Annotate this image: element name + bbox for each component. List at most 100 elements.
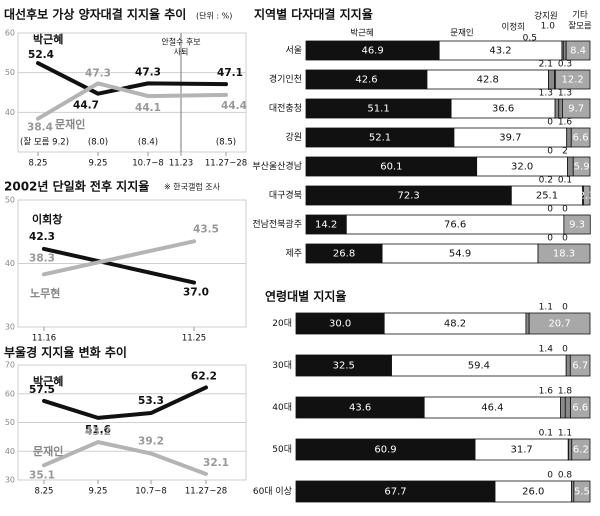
bar-segment [526,313,529,334]
x-tick-label: 10.7~8 [135,487,166,497]
bar-value-label: 2.3 [579,191,595,202]
bar-segment [561,397,566,418]
bar-value-label: 42.6 [355,75,377,86]
bar-segment [566,355,570,376]
x-tick-label: 11.27~28 [185,487,227,497]
small-value: 0.2 [539,176,553,186]
legend-label: 문재인 [450,28,473,39]
bar-value-label: 54.9 [449,249,471,260]
bar-segment [565,397,570,418]
small-value: 1.0 [541,22,556,32]
y-tick-label: 30 [5,323,15,332]
bar-value-label: 6.6 [573,133,589,144]
data-label: 39.2 [138,436,164,448]
y-tick-label: 50 [5,196,15,205]
divider-note: 사퇴 [174,48,189,57]
x-tick-label: 10.7~8 [132,159,163,169]
small-value: 0 [547,234,553,244]
bar-value-label: 60.1 [380,162,402,173]
small-value: 2.1 [539,60,553,70]
bar-value-label: 9.3 [569,220,585,231]
y-tick-label: 40 [5,108,15,117]
bar-value-label: 42.8 [477,75,499,86]
bar-segment [569,439,572,460]
y-tick-label: 70 [5,361,15,370]
small-value: 0 [547,147,553,157]
small-value: 0 [562,303,568,313]
undecided-label: (잘 모름 9.2) [20,137,69,148]
x-tick-label: 8.25 [29,159,48,169]
category-label: 50대 [272,444,292,455]
data-label: 52.4 [28,49,54,61]
category-label: 대전충청 [269,103,302,114]
bar-value-label: 26.0 [522,487,544,498]
source-note: ※ 한국갤럽 조사 [164,182,221,192]
y-tick-label: 60 [5,389,15,398]
y-tick-label: 50 [5,418,15,427]
chart-title: 연령대별 지지율 [265,289,346,304]
undecided-value: (8.4) [138,138,158,148]
small-value: 0.3 [558,60,572,70]
bar-value-label: 32.0 [511,162,533,173]
category-label: 제주 [285,248,302,259]
series-line [44,442,206,474]
bar-value-label: 9.7 [568,104,584,115]
y-tick-label: 30 [5,476,15,485]
x-tick-label: 8.25 [35,487,54,497]
bar-value-label: 60.9 [374,445,396,456]
category-label: 60대 이상 [253,486,292,497]
bar-value-label: 39.7 [499,133,521,144]
data-label: 38.4 [27,122,53,134]
y-tick-label: 50 [5,68,15,77]
category-label: 40대 [272,402,292,413]
legend-label: 기타 [572,11,588,21]
bar-value-label: 20.7 [548,319,570,330]
bar-value-label: 76.6 [444,220,466,231]
series-name-label: 문재인 [55,117,85,131]
x-tick-label: 9.25 [89,487,108,497]
category-label: 전남전북광주 [252,218,302,230]
category-label: 30대 [272,360,292,371]
bar-segment [567,128,572,147]
series-name-label: 이회창 [32,212,62,226]
legend-label: 박근혜 [350,28,373,39]
bar-value-label: 5.9 [574,162,590,173]
series-line [44,249,194,283]
chart-title: 부울경 지지율 변화 추이 [4,345,127,360]
category-label: 대구경북 [269,189,302,201]
divider-note: 안철수 후보 [161,37,200,47]
x-tick-label: 11.25 [182,334,206,344]
bar-value-label: 59.4 [468,361,490,372]
category-label: 서울 [285,45,302,56]
small-value: 0.1 [539,429,553,439]
small-value: 2 [562,147,568,157]
y-tick-label: 40 [5,259,15,268]
small-value: 0.8 [558,471,573,481]
data-label: 62.2 [191,370,217,382]
small-value: 0.1 [558,176,572,186]
bar-segment [563,41,566,60]
small-value: 0 [562,345,568,355]
small-value: 1.3 [539,89,553,99]
series-name-label: 박근혜 [33,374,63,388]
data-label: 44.4 [221,100,247,112]
small-value: 1.6 [539,387,554,397]
category-label: 20대 [272,318,292,329]
series-line [44,387,206,417]
data-label: 38.3 [29,252,55,264]
small-value: 0 [547,118,553,128]
y-tick-label: 40 [5,447,15,456]
small-value: 1.6 [558,118,573,128]
chart-title: 대선후보 가상 양자대결 지지율 추이 [4,7,186,22]
small-value: 0 [562,234,568,244]
bar-value-label: 6.2 [573,445,589,456]
series-name-label: 박근혜 [33,32,63,46]
small-value: 0 [547,471,553,481]
bar-segment [559,99,563,118]
small-value: 1.4 [539,345,554,355]
series-line [38,63,226,94]
